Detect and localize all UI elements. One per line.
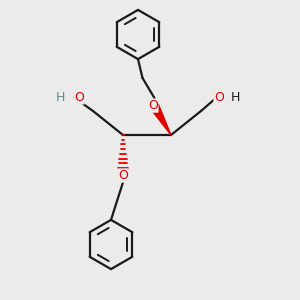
Text: O: O [214,91,224,104]
Text: H: H [55,91,65,104]
Polygon shape [151,104,171,135]
Text: O: O [148,99,158,112]
Text: H: H [231,91,240,104]
Text: O: O [118,169,128,182]
Text: O: O [74,91,84,104]
